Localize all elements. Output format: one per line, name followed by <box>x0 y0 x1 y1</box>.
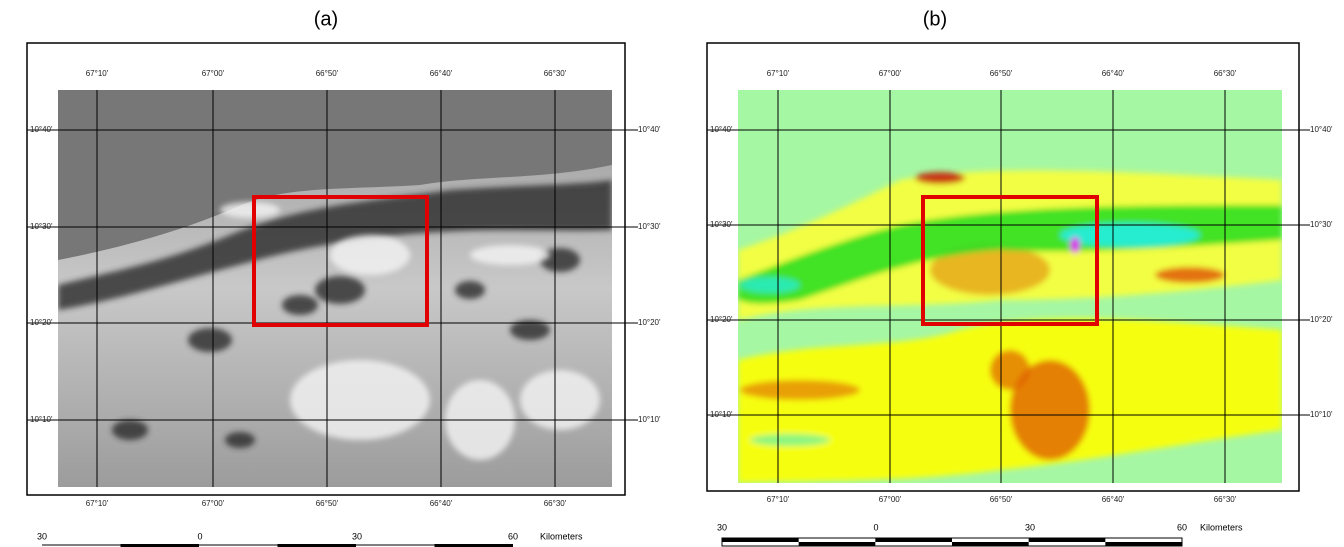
scale-bar-segment <box>277 544 356 547</box>
lat-label-left: 10°20' <box>30 318 53 327</box>
scale-bar-segment <box>875 538 952 542</box>
panel-label: (b) <box>923 8 947 30</box>
scale-label: 0 <box>873 522 878 532</box>
lon-label-bottom: 67°00' <box>879 495 902 504</box>
scale-label: 0 <box>197 531 202 541</box>
lon-label-bottom: 66°30' <box>1214 495 1237 504</box>
scale-unit: Kilometers <box>1200 522 1243 532</box>
scale-bar-segment <box>722 538 799 542</box>
lat-label-left: 10°30' <box>710 220 733 229</box>
scale-label: 30 <box>717 522 727 532</box>
scale-bar-segment <box>952 542 1029 546</box>
scale-bar-segment <box>434 544 513 547</box>
lon-label-bottom: 66°50' <box>316 499 339 508</box>
study-area-box <box>252 195 429 327</box>
lon-label-bottom: 67°10' <box>767 495 790 504</box>
map-frame <box>706 42 1300 492</box>
lon-label-top: 67°00' <box>879 69 902 78</box>
lat-label-left: 10°40' <box>710 125 733 134</box>
lat-label-right: 10°20' <box>638 318 661 327</box>
map-frame <box>26 42 626 496</box>
lon-label-bottom: 66°30' <box>544 499 567 508</box>
lon-label-top: 67°00' <box>202 69 225 78</box>
lat-label-right: 10°10' <box>638 415 661 424</box>
scale-label: 30 <box>37 531 47 541</box>
scale-bar-segment <box>798 542 876 546</box>
lat-label-left: 10°10' <box>30 415 53 424</box>
lat-label-left: 10°40' <box>30 125 53 134</box>
lon-label-top: 66°50' <box>990 69 1013 78</box>
lon-label-top: 66°50' <box>316 69 339 78</box>
scale-label: 30 <box>1025 522 1035 532</box>
lat-label-left: 10°10' <box>710 410 733 419</box>
lon-label-bottom: 66°40' <box>430 499 453 508</box>
scale-unit: Kilometers <box>540 531 583 541</box>
lon-label-bottom: 66°40' <box>1102 495 1125 504</box>
lat-label-right: 10°40' <box>1310 125 1333 134</box>
scale-bar-segment <box>1105 542 1182 546</box>
scale-label: 60 <box>1177 522 1187 532</box>
scale-bar-segment <box>120 544 199 547</box>
lon-label-top: 67°10' <box>86 69 109 78</box>
scale-bar-segment <box>1028 538 1106 542</box>
lon-label-top: 66°30' <box>1214 69 1237 78</box>
lat-label-left: 10°20' <box>710 315 733 324</box>
lon-label-top: 66°30' <box>544 69 567 78</box>
lon-label-top: 66°40' <box>430 69 453 78</box>
lon-label-bottom: 67°10' <box>86 499 109 508</box>
lon-label-bottom: 67°00' <box>202 499 225 508</box>
study-area-box <box>921 195 1099 326</box>
panel-label: (a) <box>314 8 338 30</box>
lat-label-right: 10°10' <box>1310 410 1333 419</box>
lat-label-right: 10°20' <box>1310 315 1333 324</box>
lat-label-left: 10°30' <box>30 222 53 231</box>
classified-image <box>738 90 1282 483</box>
lat-label-right: 10°30' <box>638 222 661 231</box>
lon-label-top: 67°10' <box>767 69 790 78</box>
satellite-image <box>58 90 612 487</box>
lon-label-bottom: 66°50' <box>990 495 1013 504</box>
lat-label-right: 10°30' <box>1310 220 1333 229</box>
scale-label: 60 <box>508 531 518 541</box>
lat-label-right: 10°40' <box>638 125 661 134</box>
lon-label-top: 66°40' <box>1102 69 1125 78</box>
scale-label: 30 <box>352 531 362 541</box>
